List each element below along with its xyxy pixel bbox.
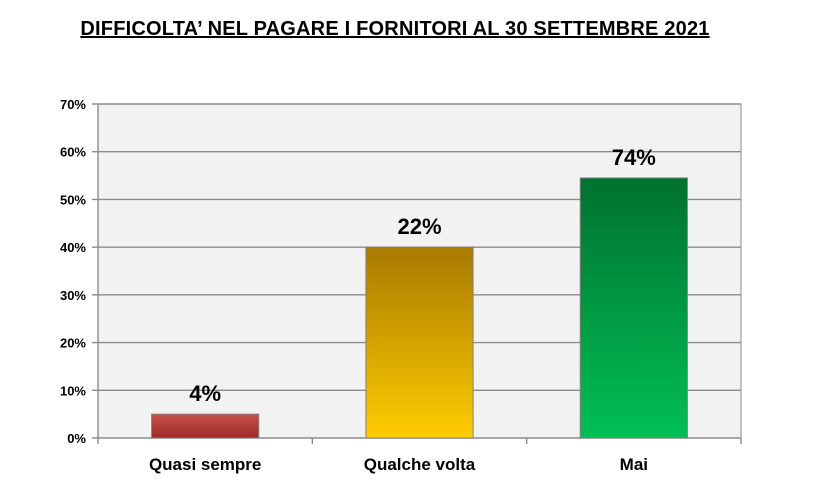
bar-quasi-sempre [151,413,260,439]
category-label: Mai [620,455,648,474]
y-tick-label: 70% [60,97,86,112]
y-tick-label: 30% [60,288,86,303]
data-label: 74% [612,145,656,170]
bar-mai [579,177,688,439]
y-tick-label: 60% [60,145,86,160]
y-tick-label: 50% [60,192,86,207]
y-tick-label: 10% [60,383,86,398]
y-tick-label: 20% [60,336,86,351]
y-tick-label: 40% [60,240,86,255]
category-label: Quasi sempre [149,455,261,474]
chart-title: DIFFICOLTA’ NEL PAGARE I FORNITORI AL 30… [80,18,710,40]
bar-qualche-volta [365,246,474,439]
data-label: 22% [397,214,441,239]
bars [151,177,688,439]
data-label: 4% [189,381,221,406]
labels: 0% 10% 20% 30% 40% 50% 60% 70% 4% Quasi sempre 22%… [60,97,656,474]
y-tick-label: 0% [67,431,86,446]
category-label: Qualche volta [364,455,476,474]
